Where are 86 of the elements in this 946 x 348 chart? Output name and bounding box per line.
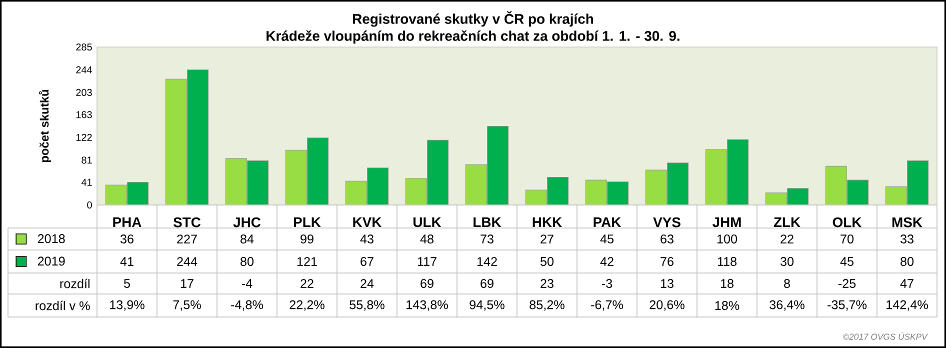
x-tick-label: PLK [294, 217, 321, 227]
data-label: 36 [120, 234, 134, 244]
y-tick-label: 122 [76, 134, 92, 141]
text: 22,2% [290, 300, 324, 311]
text: 22 [300, 279, 314, 288]
text: 69 [480, 279, 494, 288]
data-label: 45 [840, 257, 854, 266]
y-tick-label: 81 [82, 156, 92, 164]
text: 47 [900, 279, 914, 288]
text: 8 [784, 279, 790, 288]
text: -25 [838, 279, 856, 288]
text: 13 [660, 279, 674, 288]
data-label: 100 [717, 234, 738, 244]
data-label: 121 [297, 257, 317, 266]
data-label: 117 [418, 257, 436, 266]
y-tick-label: 163 [76, 111, 92, 118]
data-label: 30 [780, 257, 794, 266]
text: 13,9% [110, 300, 144, 311]
text: -4,8% [231, 300, 264, 311]
text: ©2017 OVGS ÚSKPV [843, 332, 928, 340]
data-label: 42 [600, 257, 614, 266]
y-tick-label: 244 [76, 66, 92, 74]
x-tick-label: OLK [832, 217, 862, 228]
data-label: 41 [120, 257, 134, 266]
text: 5 [124, 279, 130, 288]
x-tick-label: STC [173, 217, 201, 228]
x-tick-label: KVK [353, 217, 382, 227]
data-label: 70 [840, 234, 854, 244]
text: 142,4% [886, 300, 928, 311]
x-tick-label: JHM [712, 217, 741, 228]
y-axis-title: počet skutků [38, 90, 52, 162]
text: rozdíl [60, 278, 90, 288]
data-label: 244 [177, 257, 198, 266]
chart-subtitle: Krádeže vloupáním do rekreačních chat za období 1. 1. - 30. 9. [266, 30, 680, 44]
legend-label: 2019 [38, 256, 65, 266]
data-label: 45 [600, 234, 614, 244]
data-label: 80 [900, 257, 914, 266]
data-label: 80 [240, 257, 254, 266]
text: 18% [715, 301, 740, 310]
data-label: 48 [420, 234, 434, 244]
data-label: 22 [780, 234, 794, 244]
data-label: 99 [300, 234, 314, 244]
text: -6,7% [591, 300, 624, 311]
text: 69 [420, 279, 434, 288]
data-label: 67 [360, 257, 374, 266]
x-tick-label: PAK [594, 217, 622, 227]
text: 85,2% [530, 300, 564, 311]
text: -35,7% [828, 300, 867, 311]
x-tick-label: ZLK [774, 217, 800, 227]
x-tick-label: VYS [653, 217, 680, 228]
text: -4 [242, 279, 252, 288]
x-tick-label: ULK [414, 217, 442, 228]
y-tick-label: 0 [87, 201, 92, 209]
text: 20,6% [650, 300, 684, 311]
x-tick-label: MSK [892, 217, 922, 228]
text: 143,8% [406, 300, 448, 311]
chart-title: Registrované skutky v ČR po krajích [353, 11, 594, 27]
text: 23 [540, 279, 554, 288]
text: 7,5% [173, 300, 201, 311]
data-label: 33 [900, 234, 914, 244]
text: 94,5% [470, 300, 504, 311]
data-label: 43 [360, 234, 374, 244]
text: rozdíl v % [36, 300, 90, 310]
text: 55,8% [350, 300, 384, 311]
text: 18 [720, 279, 734, 288]
text: 24 [360, 279, 374, 288]
data-label: 84 [240, 234, 254, 244]
data-label: 27 [540, 234, 554, 244]
y-tick-label: 41 [81, 178, 92, 186]
y-tick-label: 285 [76, 43, 92, 51]
text: 36,4% [770, 300, 804, 311]
x-tick-label: HKK [532, 217, 562, 227]
data-label: 142 [477, 257, 497, 266]
x-tick-label: JHC [233, 217, 261, 228]
data-label: 63 [660, 234, 674, 244]
data-label: 50 [540, 257, 554, 266]
legend-label: 2018 [38, 234, 65, 244]
x-tick-label: LBK [474, 217, 502, 227]
text: -3 [602, 279, 612, 288]
data-label: 227 [177, 234, 197, 244]
data-label: 73 [480, 234, 494, 244]
data-label: 76 [660, 257, 674, 266]
x-tick-label: PHA [113, 217, 142, 227]
text: 17 [180, 279, 194, 288]
data-label: 118 [718, 257, 737, 266]
y-tick-label: 203 [76, 88, 92, 96]
